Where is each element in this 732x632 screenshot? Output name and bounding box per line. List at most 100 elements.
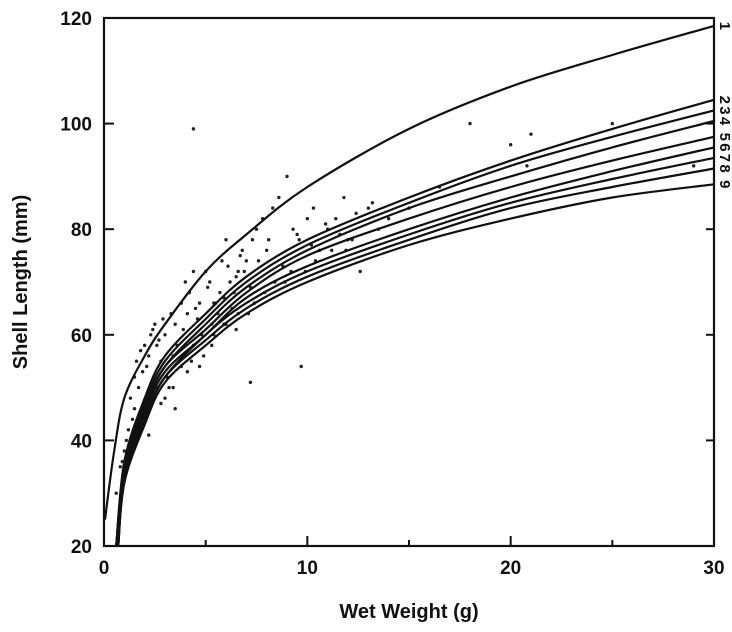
data-point xyxy=(115,492,118,495)
curve-label-7: 7 xyxy=(716,154,732,162)
curve-label-5: 5 xyxy=(716,133,732,141)
data-point xyxy=(509,143,512,146)
data-point xyxy=(192,270,195,273)
data-point xyxy=(149,333,152,336)
y-tick-label: 120 xyxy=(60,9,92,30)
data-point xyxy=(208,280,211,283)
data-point xyxy=(198,301,201,304)
data-point xyxy=(173,323,176,326)
x-axis-title: Wet Weight (g) xyxy=(339,601,478,623)
y-axis-title: Shell Length (mm) xyxy=(10,195,32,369)
data-point xyxy=(119,465,122,468)
data-point xyxy=(173,407,176,410)
data-point xyxy=(243,270,246,273)
data-point xyxy=(267,238,270,241)
data-point xyxy=(468,122,471,125)
data-point xyxy=(139,349,142,352)
data-point xyxy=(298,238,301,241)
data-point xyxy=(161,317,164,320)
data-point xyxy=(529,132,532,135)
curve-label-1: 1 xyxy=(716,22,732,30)
x-tick-label: 10 xyxy=(297,558,318,579)
data-point xyxy=(224,238,227,241)
data-point xyxy=(324,222,327,225)
data-point xyxy=(249,381,252,384)
data-point xyxy=(145,365,148,368)
data-point xyxy=(155,344,158,347)
data-point xyxy=(251,238,254,241)
data-point xyxy=(147,354,150,357)
data-point xyxy=(265,249,268,252)
x-tick-label: 20 xyxy=(500,558,521,579)
data-point xyxy=(692,164,695,167)
data-point xyxy=(306,217,309,220)
data-point xyxy=(241,249,244,252)
data-point xyxy=(192,127,195,130)
data-point xyxy=(234,275,237,278)
data-point xyxy=(218,291,221,294)
data-point xyxy=(342,196,345,199)
data-point xyxy=(300,365,303,368)
data-point xyxy=(312,206,315,209)
x-tick-label: 30 xyxy=(703,558,724,579)
curve-label-9: 9 xyxy=(716,180,732,188)
curve-label-2: 2 xyxy=(716,96,732,104)
data-point xyxy=(198,365,201,368)
data-point xyxy=(245,259,248,262)
curve-8 xyxy=(118,169,714,547)
y-tick-label: 80 xyxy=(71,220,92,241)
data-point xyxy=(206,286,209,289)
data-point xyxy=(295,233,298,236)
data-point xyxy=(190,360,193,363)
curve-label-4: 4 xyxy=(716,117,732,126)
y-tick-label: 100 xyxy=(60,115,92,136)
curve-label-8: 8 xyxy=(716,164,732,172)
scatter-layer xyxy=(115,122,696,495)
y-tick-label: 60 xyxy=(71,326,92,347)
data-point xyxy=(367,206,370,209)
data-point xyxy=(202,354,205,357)
data-point xyxy=(220,259,223,262)
data-point xyxy=(182,328,185,331)
curves-layer xyxy=(105,26,714,546)
curve-6 xyxy=(118,147,714,546)
data-point xyxy=(291,228,294,231)
x-tick-label: 0 xyxy=(99,558,110,579)
curve-5 xyxy=(116,137,714,546)
data-point xyxy=(157,338,160,341)
data-point xyxy=(285,175,288,178)
data-point xyxy=(371,201,374,204)
data-point xyxy=(354,212,357,215)
data-point xyxy=(234,328,237,331)
data-point xyxy=(271,206,274,209)
data-point xyxy=(359,270,362,273)
data-point xyxy=(330,249,333,252)
curve-1 xyxy=(105,26,714,520)
data-point xyxy=(137,386,140,389)
data-point xyxy=(387,217,390,220)
data-point xyxy=(143,344,146,347)
data-point xyxy=(186,370,189,373)
data-point xyxy=(277,196,280,199)
data-point xyxy=(133,407,136,410)
data-point xyxy=(163,396,166,399)
data-point xyxy=(257,259,260,262)
curve-label-6: 6 xyxy=(716,143,732,151)
data-point xyxy=(194,307,197,310)
data-point xyxy=(129,396,132,399)
curve-label-3: 3 xyxy=(716,106,732,114)
data-point xyxy=(210,344,213,347)
data-point xyxy=(611,122,614,125)
data-point xyxy=(151,328,154,331)
data-point xyxy=(153,323,156,326)
data-point xyxy=(525,164,528,167)
data-point xyxy=(147,433,150,436)
data-point xyxy=(163,333,166,336)
labels-layer: 0 10 20 3020406080100120 123456789 xyxy=(60,9,732,579)
y-tick-label: 20 xyxy=(71,537,92,558)
data-point xyxy=(186,312,189,315)
data-point xyxy=(141,370,144,373)
data-point xyxy=(127,428,130,431)
data-point xyxy=(159,402,162,405)
